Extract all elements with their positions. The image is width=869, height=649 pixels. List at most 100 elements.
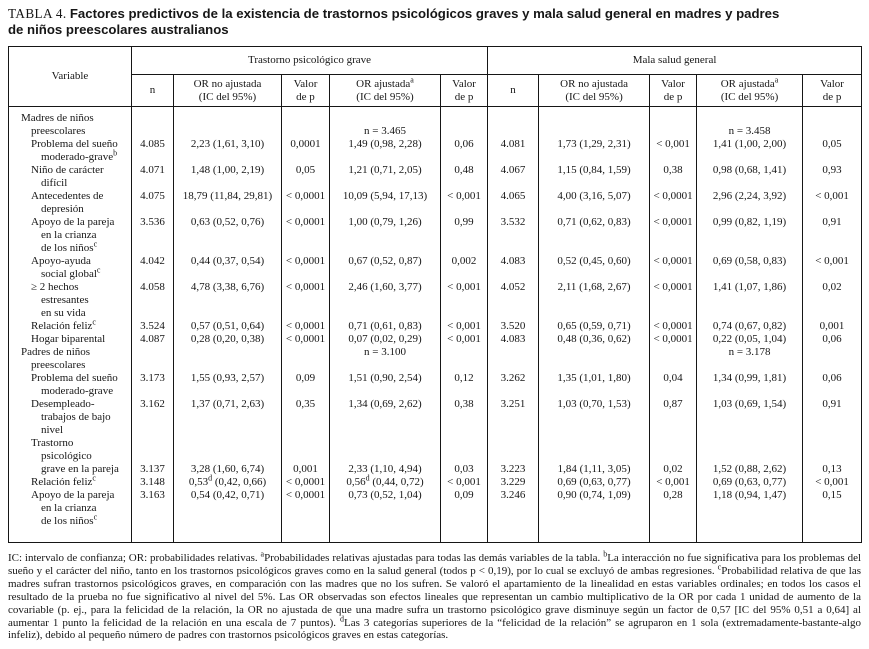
value-cell: 0,99 (0,82, 1,19) bbox=[696, 216, 804, 255]
value-cell: 0,02 bbox=[822, 281, 842, 293]
table-row: Problema del sueño moderado-grave 3.173 1,… bbox=[8, 372, 862, 398]
section-n-value: n = 3.100 bbox=[329, 346, 441, 372]
value-cell: < 0,001 bbox=[815, 190, 849, 202]
value-cell: 2,46 (1,60, 3,77) bbox=[329, 281, 441, 320]
table-row: ≥ 2 hechos estresantes en su vida 4.058 4,… bbox=[8, 281, 862, 320]
value-cell: 1,41 (1,07, 1,86) bbox=[696, 281, 804, 320]
value-cell: < 0,001 bbox=[649, 138, 698, 164]
value-cell: 0,67 (0,52, 0,87) bbox=[329, 255, 441, 281]
value-cell: 0,35 bbox=[281, 398, 330, 437]
column-header-or-no-ajustada: OR no ajustada (IC del 95%) bbox=[173, 74, 282, 107]
value-cell: 0,28 bbox=[649, 489, 698, 543]
empty-cell bbox=[803, 346, 862, 372]
table-row: Hogar biparental 4.087 0,28 (0,20, 0,38) < … bbox=[8, 333, 862, 346]
value-cell: 0,90 (0,74, 1,09) bbox=[538, 489, 651, 543]
table-row: Desempleado- trabajos de bajo nivel 3.162… bbox=[8, 398, 862, 437]
value-cell: 0,69 (0,58, 0,83) bbox=[696, 255, 804, 281]
value-cell: < 0,0001 bbox=[649, 216, 698, 255]
value-cell: 4.065 bbox=[487, 190, 540, 216]
value-cell: 10,09 (5,94, 17,13) bbox=[329, 190, 441, 216]
empty-cell bbox=[538, 346, 651, 372]
table-row: Trastorno psicológico grave en la pareja… bbox=[8, 437, 862, 476]
section-n-value: n = 3.178 bbox=[696, 346, 804, 372]
value-cell: 4.085 bbox=[131, 138, 174, 164]
group-header-row: Variable Trastorno psicológico grave Mal… bbox=[8, 46, 862, 107]
value-cell: 1,52 (0,88, 2,62) bbox=[696, 437, 804, 476]
value-cell: 0,09 bbox=[440, 489, 489, 543]
value-cell: < 0,0001 bbox=[281, 216, 330, 255]
column-header-variable: Variable bbox=[8, 46, 132, 107]
value-cell: 0,91 bbox=[822, 398, 842, 410]
footnotes: IC: intervalo de confianza; OR: probabil… bbox=[8, 549, 862, 642]
value-cell: 4.071 bbox=[131, 164, 174, 190]
value-cell: 1,21 (0,71, 2,05) bbox=[329, 164, 441, 190]
value-cell: 0,22 (0,05, 1,04) bbox=[696, 333, 804, 346]
value-cell: < 0,001 bbox=[440, 333, 489, 346]
section-header-row: Padres de niños preescolares n = 3.100 n =… bbox=[8, 346, 862, 372]
value-cell: 4,00 (3,16, 5,07) bbox=[538, 190, 651, 216]
empty-cell bbox=[649, 106, 698, 138]
value-cell: 2,23 (1,61, 3,10) bbox=[173, 138, 282, 164]
value-cell: 0,001 bbox=[281, 437, 330, 476]
empty-cell bbox=[173, 106, 282, 138]
value-cell: 0,44 (0,37, 0,54) bbox=[173, 255, 282, 281]
variable-label: Hogar biparental bbox=[8, 333, 132, 346]
table-row: Problema del sueño moderado-graveb 4.085 2… bbox=[8, 138, 862, 164]
value-cell: < 0,0001 bbox=[281, 333, 330, 346]
empty-cell bbox=[487, 346, 540, 372]
value-cell: 3.223 bbox=[487, 437, 540, 476]
value-cell: < 0,0001 bbox=[649, 281, 698, 320]
column-header-valor-p: Valor de p bbox=[440, 74, 489, 107]
value-cell: 2,33 (1,10, 4,94) bbox=[329, 437, 441, 476]
column-header-valor-p: Valor de p bbox=[649, 74, 698, 107]
value-cell: 0,05 bbox=[822, 138, 842, 150]
column-header-or-no-ajustada: OR no ajustada (IC del 95%) bbox=[538, 74, 651, 107]
value-cell: 0,69 (0,63, 0,77) bbox=[696, 476, 804, 489]
variable-label: Apoyo de la pareja en la crianza de los … bbox=[8, 489, 132, 543]
table-row: Apoyo de la pareja en la crianza de los … bbox=[8, 489, 862, 543]
empty-cell bbox=[173, 346, 282, 372]
value-cell: 1,48 (1,00, 2,19) bbox=[173, 164, 282, 190]
value-cell: 3.532 bbox=[487, 216, 540, 255]
data-table: Variable Trastorno psicológico grave Mal… bbox=[8, 46, 863, 543]
value-cell: < 0,001 bbox=[440, 476, 489, 489]
empty-cell bbox=[281, 346, 330, 372]
group-header-trastorno-psicologico: Trastorno psicológico grave bbox=[131, 46, 489, 75]
value-cell: 4,78 (3,38, 6,76) bbox=[173, 281, 282, 320]
value-cell: 1,15 (0,84, 1,59) bbox=[538, 164, 651, 190]
value-cell: < 0,001 bbox=[440, 190, 489, 216]
value-cell: 1,84 (1,11, 3,05) bbox=[538, 437, 651, 476]
value-cell: 1,37 (0,71, 2,63) bbox=[173, 398, 282, 437]
value-cell: < 0,0001 bbox=[281, 320, 330, 333]
value-cell: 0,0001 bbox=[281, 138, 330, 164]
value-cell: 0,69 (0,63, 0,77) bbox=[538, 476, 651, 489]
value-cell: 0,06 bbox=[822, 372, 842, 384]
column-header-or-ajustada: OR ajustadaa (IC del 95%) bbox=[696, 74, 804, 107]
value-cell: 0,73 (0,52, 1,04) bbox=[329, 489, 441, 543]
value-cell: 4.083 bbox=[487, 333, 540, 346]
subheader-row: n OR no ajustada (IC del 95%) Valor de p… bbox=[9, 74, 862, 107]
value-cell: 1,34 (0,99, 1,81) bbox=[696, 372, 804, 398]
value-cell: 0,54 (0,42, 0,71) bbox=[173, 489, 282, 543]
value-cell: < 0,0001 bbox=[649, 333, 698, 346]
value-cell: 3.229 bbox=[487, 476, 540, 489]
value-cell: 0,15 bbox=[822, 489, 842, 501]
column-header-n: n bbox=[131, 74, 174, 107]
value-cell: 2,96 (2,24, 3,92) bbox=[696, 190, 804, 216]
variable-label: Relación felizc bbox=[8, 474, 132, 489]
value-cell: < 0,001 bbox=[440, 320, 489, 333]
value-cell: 1,35 (1,01, 1,80) bbox=[538, 372, 651, 398]
empty-cell bbox=[803, 107, 862, 139]
value-cell: 3.536 bbox=[131, 216, 174, 255]
variable-label: Desempleado- trabajos de bajo nivel bbox=[8, 398, 132, 437]
column-header-valor-p: Valor de p bbox=[802, 74, 862, 107]
table-title-text: Factores predictivos de la existencia de… bbox=[8, 6, 780, 37]
column-header-n: n bbox=[487, 74, 540, 107]
value-cell: < 0,0001 bbox=[649, 320, 698, 333]
value-cell: 0,98 (0,68, 1,41) bbox=[696, 164, 804, 190]
variable-label: Niño de carácter difícil bbox=[8, 164, 132, 190]
value-cell: 2,11 (1,68, 2,67) bbox=[538, 281, 651, 320]
group-header-mala-salud: Mala salud general bbox=[487, 46, 862, 75]
empty-cell bbox=[440, 346, 489, 372]
